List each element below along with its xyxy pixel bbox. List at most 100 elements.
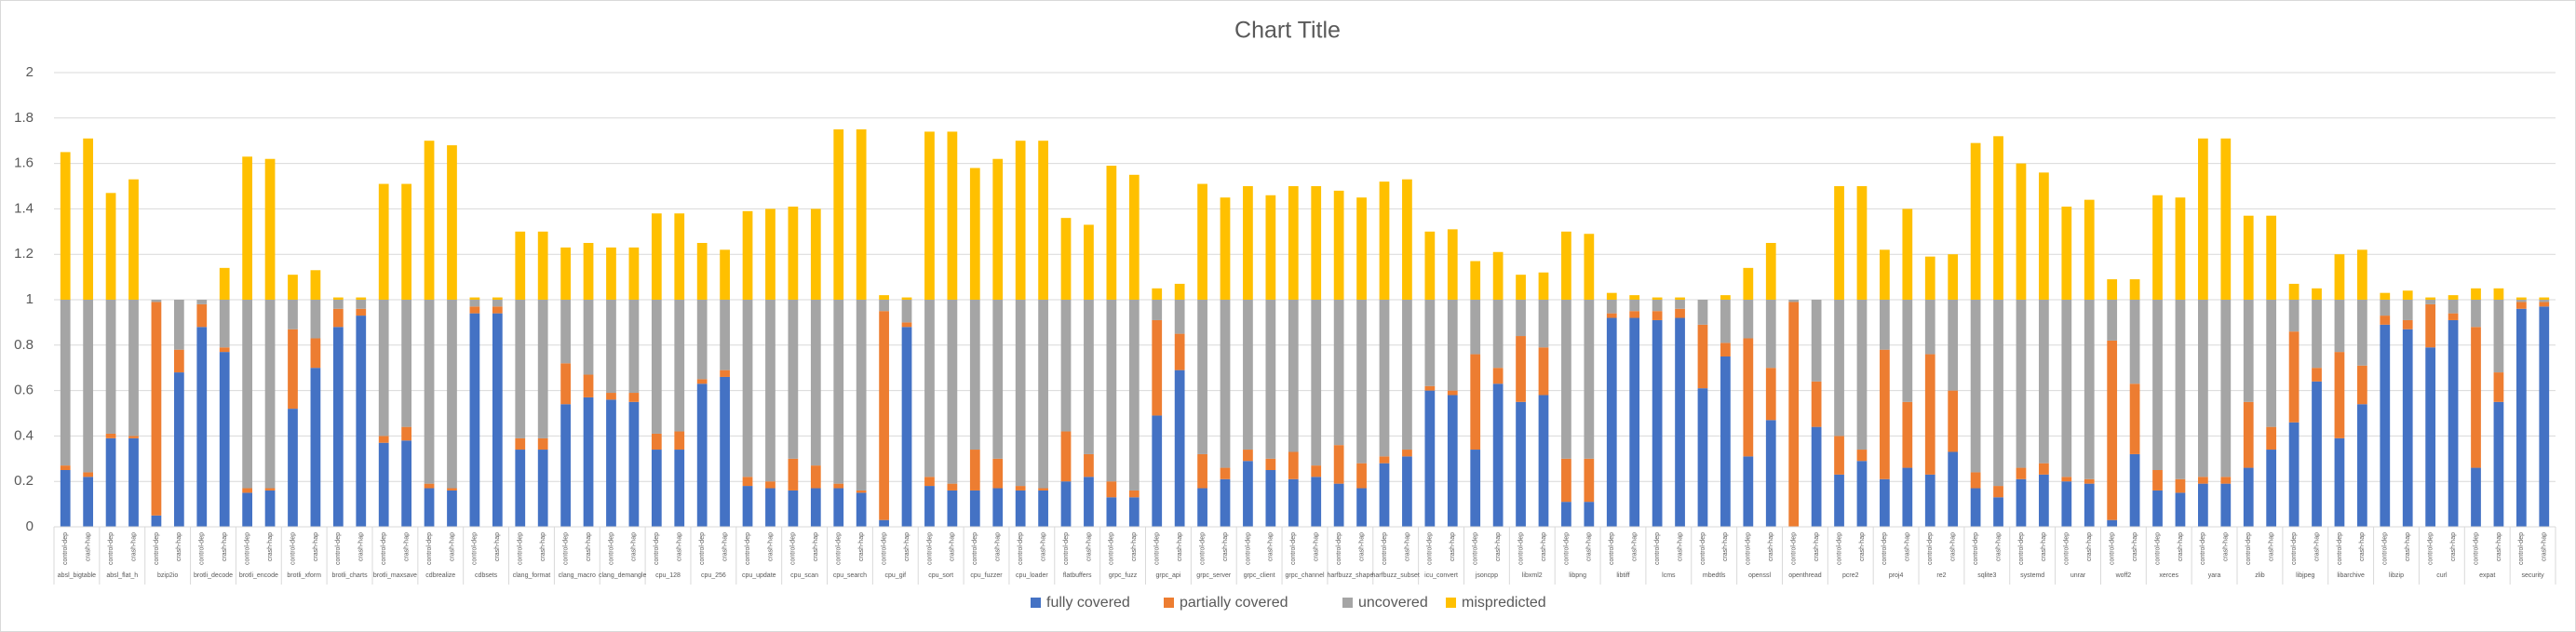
bar-segment	[2539, 302, 2550, 307]
bar-segment	[1152, 300, 1163, 320]
x-tick-label: crash-hap	[2405, 532, 2411, 561]
x-tick-label: control-dep	[381, 532, 387, 565]
group-label: brotli_charts	[331, 572, 368, 579]
bar-segment	[2288, 300, 2300, 332]
group-label: brotli_xform	[287, 572, 321, 579]
bar-segment	[447, 488, 457, 491]
bar-segment	[2493, 372, 2504, 402]
bar-segment	[879, 519, 889, 527]
bar-segment	[1902, 300, 1913, 402]
x-tick-label: crash-hap	[2132, 532, 2138, 561]
bar-segment	[1561, 502, 1571, 527]
x-tick-label: crash-hap	[358, 532, 365, 561]
bar-segment	[1492, 368, 1504, 384]
bar-segment	[264, 300, 276, 489]
bar-segment	[2198, 138, 2208, 300]
x-tick-label: control-dep	[518, 532, 524, 565]
bar-segment	[1675, 317, 1685, 527]
bar-segment	[332, 308, 344, 328]
x-tick-label: crash-hap	[1040, 532, 1046, 561]
x-tick-label: crash-hap	[586, 532, 592, 561]
bar-segment	[2539, 306, 2550, 527]
bar-segment	[1333, 300, 1344, 446]
group-label: cdbsets	[475, 572, 498, 579]
x-tick-label: control-dep	[2473, 532, 2479, 565]
bar-segment	[242, 156, 253, 300]
bar-segment	[1606, 300, 1617, 314]
bar-segment	[378, 300, 389, 437]
bar-segment	[992, 458, 1004, 489]
bar-segment	[1902, 208, 1913, 300]
legend-label: mispredicted	[1462, 595, 1546, 611]
bar-segment	[1834, 436, 1844, 475]
bar-segment	[128, 300, 139, 437]
y-tick-label: 1.2	[14, 246, 34, 262]
bar-segment	[1720, 356, 1731, 527]
bar-segment	[2107, 300, 2118, 341]
bar-segment	[1993, 300, 2003, 487]
bar-segment	[1333, 483, 1344, 527]
x-tick-label: crash-hap	[1722, 532, 1729, 561]
bar-segment	[1060, 300, 1072, 432]
group-label: cpu_update	[742, 572, 776, 579]
bar-segment	[1060, 218, 1072, 300]
x-tick-label: control-dep	[790, 532, 797, 565]
bar-segment	[2402, 319, 2413, 329]
x-tick-label: control-dep	[926, 532, 933, 565]
bar-segment	[83, 138, 94, 300]
bar-segment	[2288, 283, 2300, 300]
bar-segment	[1356, 300, 1367, 464]
bar-segment	[1697, 388, 1708, 527]
x-tick-label: crash-hap	[1358, 532, 1365, 561]
group-label: mbedtls	[1703, 572, 1726, 579]
y-tick-label: 0.4	[14, 427, 34, 443]
bar-segment	[2220, 138, 2232, 300]
bar-segment	[1038, 300, 1048, 489]
bar-segment	[1584, 458, 1595, 503]
x-tick-label: control-dep	[472, 532, 479, 565]
bar-segment	[2425, 297, 2436, 300]
bar-segment	[1106, 166, 1117, 300]
bar-segment	[1243, 450, 1253, 462]
group-label: curl	[2436, 572, 2448, 579]
bar-segment	[2539, 300, 2550, 303]
bar-segment	[2152, 490, 2163, 527]
x-tick-label: control-dep	[1154, 532, 1161, 565]
bar-segment	[1311, 186, 1322, 300]
bar-segment	[2402, 290, 2413, 300]
bar-segment	[378, 436, 389, 443]
x-tick-label: control-dep	[2337, 532, 2343, 565]
x-tick-label: control-dep	[1427, 532, 1434, 565]
bar-segment	[1993, 486, 2003, 498]
bar-segment	[288, 300, 298, 329]
bar-segment	[2312, 300, 2322, 369]
bar-segment	[1675, 308, 1685, 318]
bar-segment	[264, 158, 276, 300]
x-tick-label: control-dep	[2291, 532, 2298, 565]
bar-segment	[651, 213, 662, 300]
bar-segment	[60, 465, 71, 470]
bar-segment	[810, 488, 821, 527]
bar-segment	[879, 300, 889, 312]
x-tick-label: control-dep	[2154, 532, 2161, 565]
bar-segment	[1697, 324, 1708, 389]
bar-segment	[1993, 497, 2003, 527]
legend-label: uncovered	[1358, 595, 1428, 611]
bar-segment	[1038, 141, 1048, 300]
bar-segment	[583, 243, 594, 300]
x-tick-label: crash-hap	[267, 532, 274, 561]
bar-segment	[1720, 295, 1731, 300]
bar-segment	[378, 442, 389, 527]
bar-segment	[856, 492, 867, 527]
bar-segment	[969, 450, 980, 491]
bar-segment	[515, 450, 526, 527]
x-tick-label: control-dep	[1336, 532, 1342, 565]
bar-segment	[583, 300, 594, 375]
bar-segment	[424, 300, 435, 484]
group-label: absl_flat_h	[106, 572, 138, 579]
bar-segment	[901, 327, 912, 527]
x-tick-label: crash-hap	[1268, 532, 1275, 561]
bar-segment	[924, 300, 935, 477]
bar-segment	[196, 300, 208, 304]
